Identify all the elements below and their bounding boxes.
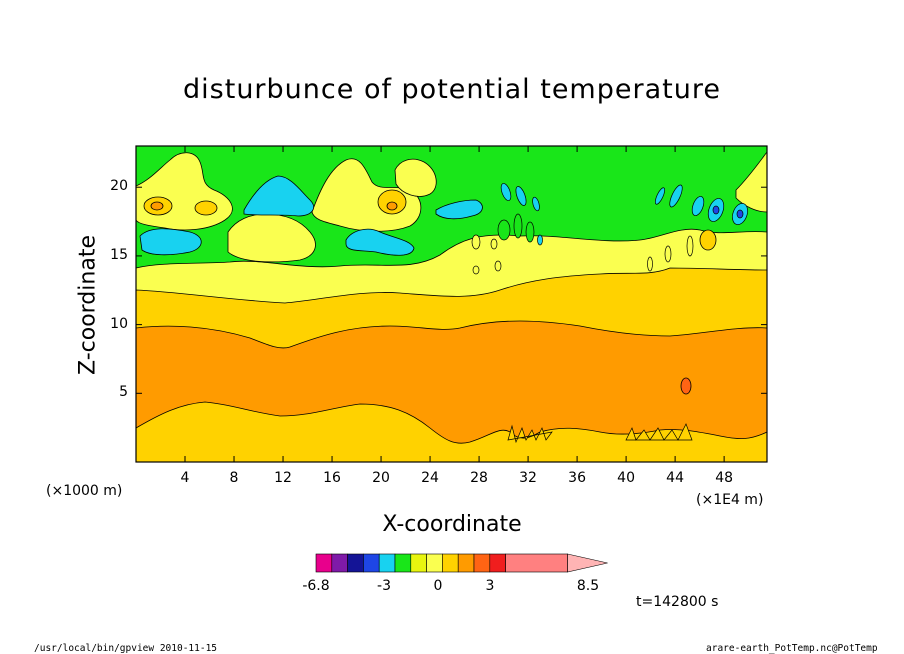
orange-blob	[680, 377, 692, 395]
colorbar-swatch	[394, 553, 412, 573]
x-tick-label: 28	[470, 470, 488, 486]
x-tick-label: 24	[421, 470, 439, 486]
time-label: t=142800 s	[636, 594, 719, 610]
y-tick-label: 10	[110, 315, 128, 332]
x-tick-label: 20	[372, 470, 390, 486]
x-axis-label: X-coordinate	[382, 512, 522, 537]
colorbar	[315, 553, 608, 573]
colorbar-swatch	[363, 553, 380, 573]
x-tick-label: 12	[274, 470, 292, 486]
x-axis-ticks	[184, 146, 725, 462]
x-tick-label: 40	[617, 470, 635, 486]
x-tick-label: 4	[180, 470, 190, 486]
contour-fields	[136, 146, 767, 462]
colorbar-label: -6.8	[302, 578, 330, 594]
colorbar-swatch	[505, 553, 568, 573]
x-tick-label: 48	[715, 470, 734, 486]
colorbar-label: 0	[433, 578, 443, 594]
cyan-blob	[139, 228, 202, 256]
colorbar-swatch	[331, 553, 348, 573]
colorbar-swatch	[473, 553, 491, 573]
colorbar-swatch	[457, 553, 475, 573]
colorbar-swatch	[410, 553, 427, 573]
footer-right: arare-earth_PotTemp.nc@PotTemp	[706, 643, 878, 654]
gold-band-lower	[136, 401, 767, 462]
colorbar-swatch	[315, 553, 333, 573]
colorbar-arrow	[567, 553, 608, 573]
x-tick-label: 16	[323, 470, 341, 486]
colorbar-label: -3	[377, 578, 391, 594]
colorbar-label: 3	[485, 578, 495, 594]
y-tick-label: 20	[110, 178, 128, 195]
footer-left: /usr/local/bin/gpview 2010-11-15	[34, 643, 218, 654]
colorbar-swatch	[489, 553, 506, 573]
colorbar-label: 8.5	[576, 578, 600, 594]
colorbar-swatch	[378, 553, 396, 573]
x-tick-label: 36	[568, 470, 586, 486]
y-tick-label: 5	[119, 384, 128, 401]
x-tick-label: 8	[229, 470, 239, 486]
colorbar-swatch	[442, 553, 459, 573]
x-tick-label: 44	[666, 470, 684, 486]
colorbar-swatch	[426, 553, 443, 573]
y-tick-label: 15	[110, 246, 128, 263]
plot-frame	[135, 145, 768, 463]
x-unit-left: (×1000 m)	[46, 483, 123, 499]
chart-title: disturbunce of potential temperature	[183, 74, 721, 105]
colorbar-swatch	[347, 553, 364, 573]
y-axis-ticks	[136, 186, 767, 394]
x-tick-label: 32	[519, 470, 537, 486]
x-unit-right: (×1E4 m)	[696, 492, 764, 508]
